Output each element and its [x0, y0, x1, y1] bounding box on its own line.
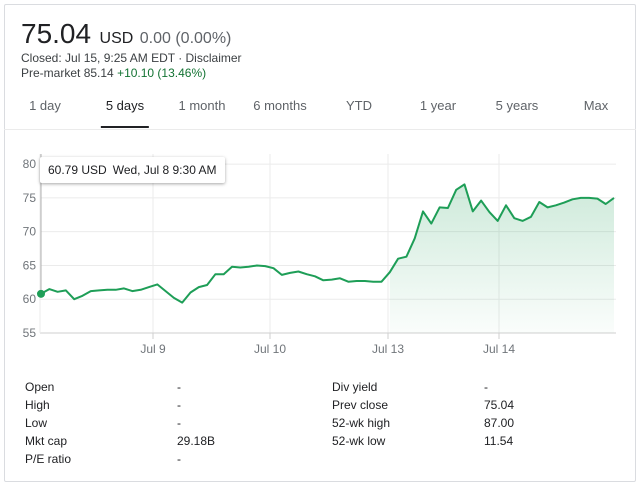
- current-price: 75.04: [21, 18, 92, 49]
- stat-label: 52-wk high: [332, 416, 391, 430]
- tooltip-time: Wed, Jul 8 9:30 AM: [112, 163, 217, 177]
- premarket-label: Pre-market: [21, 66, 81, 80]
- stat-label: Open: [25, 380, 55, 394]
- stat-label: Low: [25, 416, 48, 430]
- stat-label: 52-wk low: [332, 434, 386, 448]
- x-tick-label: Jul 13: [372, 342, 404, 356]
- y-tick-label: 75: [23, 191, 37, 205]
- x-tick-label: Jul 14: [483, 342, 515, 356]
- stat-row-low: Low -: [25, 414, 181, 432]
- stats-right: Div yield - Prev close 75.04 52-wk high 87.…: [332, 378, 514, 450]
- tab-5-days[interactable]: 5 days: [100, 96, 150, 128]
- x-tick-label: Jul 10: [254, 342, 286, 356]
- stat-row-high: High -: [25, 396, 181, 414]
- stat-value: -: [177, 416, 181, 430]
- stats-left: Open - High - Low - Mkt cap 29.18B P/E ratio…: [25, 378, 215, 468]
- stat-label: P/E ratio: [25, 452, 72, 466]
- x-tick-label: Jul 9: [140, 342, 166, 356]
- stat-value: 87.00: [484, 416, 515, 430]
- price-row: 75.04 USD 0.00 (0.00%): [21, 18, 231, 50]
- y-tick-label: 60: [23, 292, 37, 306]
- hover-tooltip: 60.79 USD Wed, Jul 8 9:30 AM: [40, 157, 225, 183]
- stat-row-pe-ratio: P/E ratio -: [25, 450, 181, 468]
- price-chart[interactable]: 55 60 65 70 75 80 Jul 9 Jul 10 Jul 13 Jul 14: [0, 150, 642, 365]
- stat-row-div-yield: Div yield -: [332, 378, 488, 396]
- price-change: 0.00 (0.00%): [139, 30, 232, 47]
- tab-max[interactable]: Max: [583, 98, 609, 113]
- stat-label: Prev close: [332, 398, 389, 412]
- stat-row-prev-close: Prev close 75.04: [332, 396, 514, 414]
- stat-value: -: [177, 398, 181, 412]
- y-tick-label: 55: [23, 326, 37, 340]
- premarket-change: +10.10 (13.46%): [117, 66, 207, 80]
- closed-status: Closed: Jul 15, 9:25 AM EDT · Disclaimer: [21, 51, 242, 65]
- stat-value: 75.04: [484, 398, 515, 412]
- price-line: [40, 183, 615, 304]
- stat-row-open: Open -: [25, 378, 181, 396]
- stat-value: -: [177, 380, 181, 394]
- tab-1-day[interactable]: 1 day: [29, 98, 61, 113]
- stat-value: 29.18B: [177, 434, 216, 448]
- stat-row-mkt-cap: Mkt cap 29.18B: [25, 432, 215, 450]
- y-tick-label: 65: [23, 258, 37, 272]
- stat-label: Div yield: [332, 380, 378, 394]
- hover-point: [37, 289, 45, 298]
- stat-label: Mkt cap: [25, 434, 68, 448]
- tab-6-months[interactable]: 6 months: [253, 98, 307, 113]
- premarket-row: Pre-market 85.14 +10.10 (13.46%): [21, 66, 206, 80]
- tabs-divider: [4, 129, 636, 130]
- stat-label: High: [25, 398, 50, 412]
- stat-value: 11.54: [484, 434, 514, 448]
- range-tabs: 1 day 5 days 1 month 6 months YTD 1 year…: [4, 96, 636, 130]
- stat-value: -: [484, 380, 488, 394]
- currency-label: USD: [99, 30, 134, 47]
- tab-5-years[interactable]: 5 years: [495, 98, 539, 113]
- tooltip-value: 60.79 USD: [48, 163, 107, 177]
- tab-ytd[interactable]: YTD: [346, 98, 372, 113]
- price-area: [389, 184, 614, 333]
- stat-row-52-wk-low: 52-wk low 11.54: [332, 432, 513, 450]
- premarket-price: 85.14: [83, 66, 114, 80]
- stat-value: -: [177, 452, 181, 466]
- y-tick-label: 70: [23, 225, 37, 239]
- tab-1-year[interactable]: 1 year: [419, 98, 457, 113]
- y-tick-label: 80: [23, 157, 37, 171]
- stat-row-52-wk-high: 52-wk high 87.00: [332, 414, 514, 432]
- tab-1-month[interactable]: 1 month: [178, 98, 226, 113]
